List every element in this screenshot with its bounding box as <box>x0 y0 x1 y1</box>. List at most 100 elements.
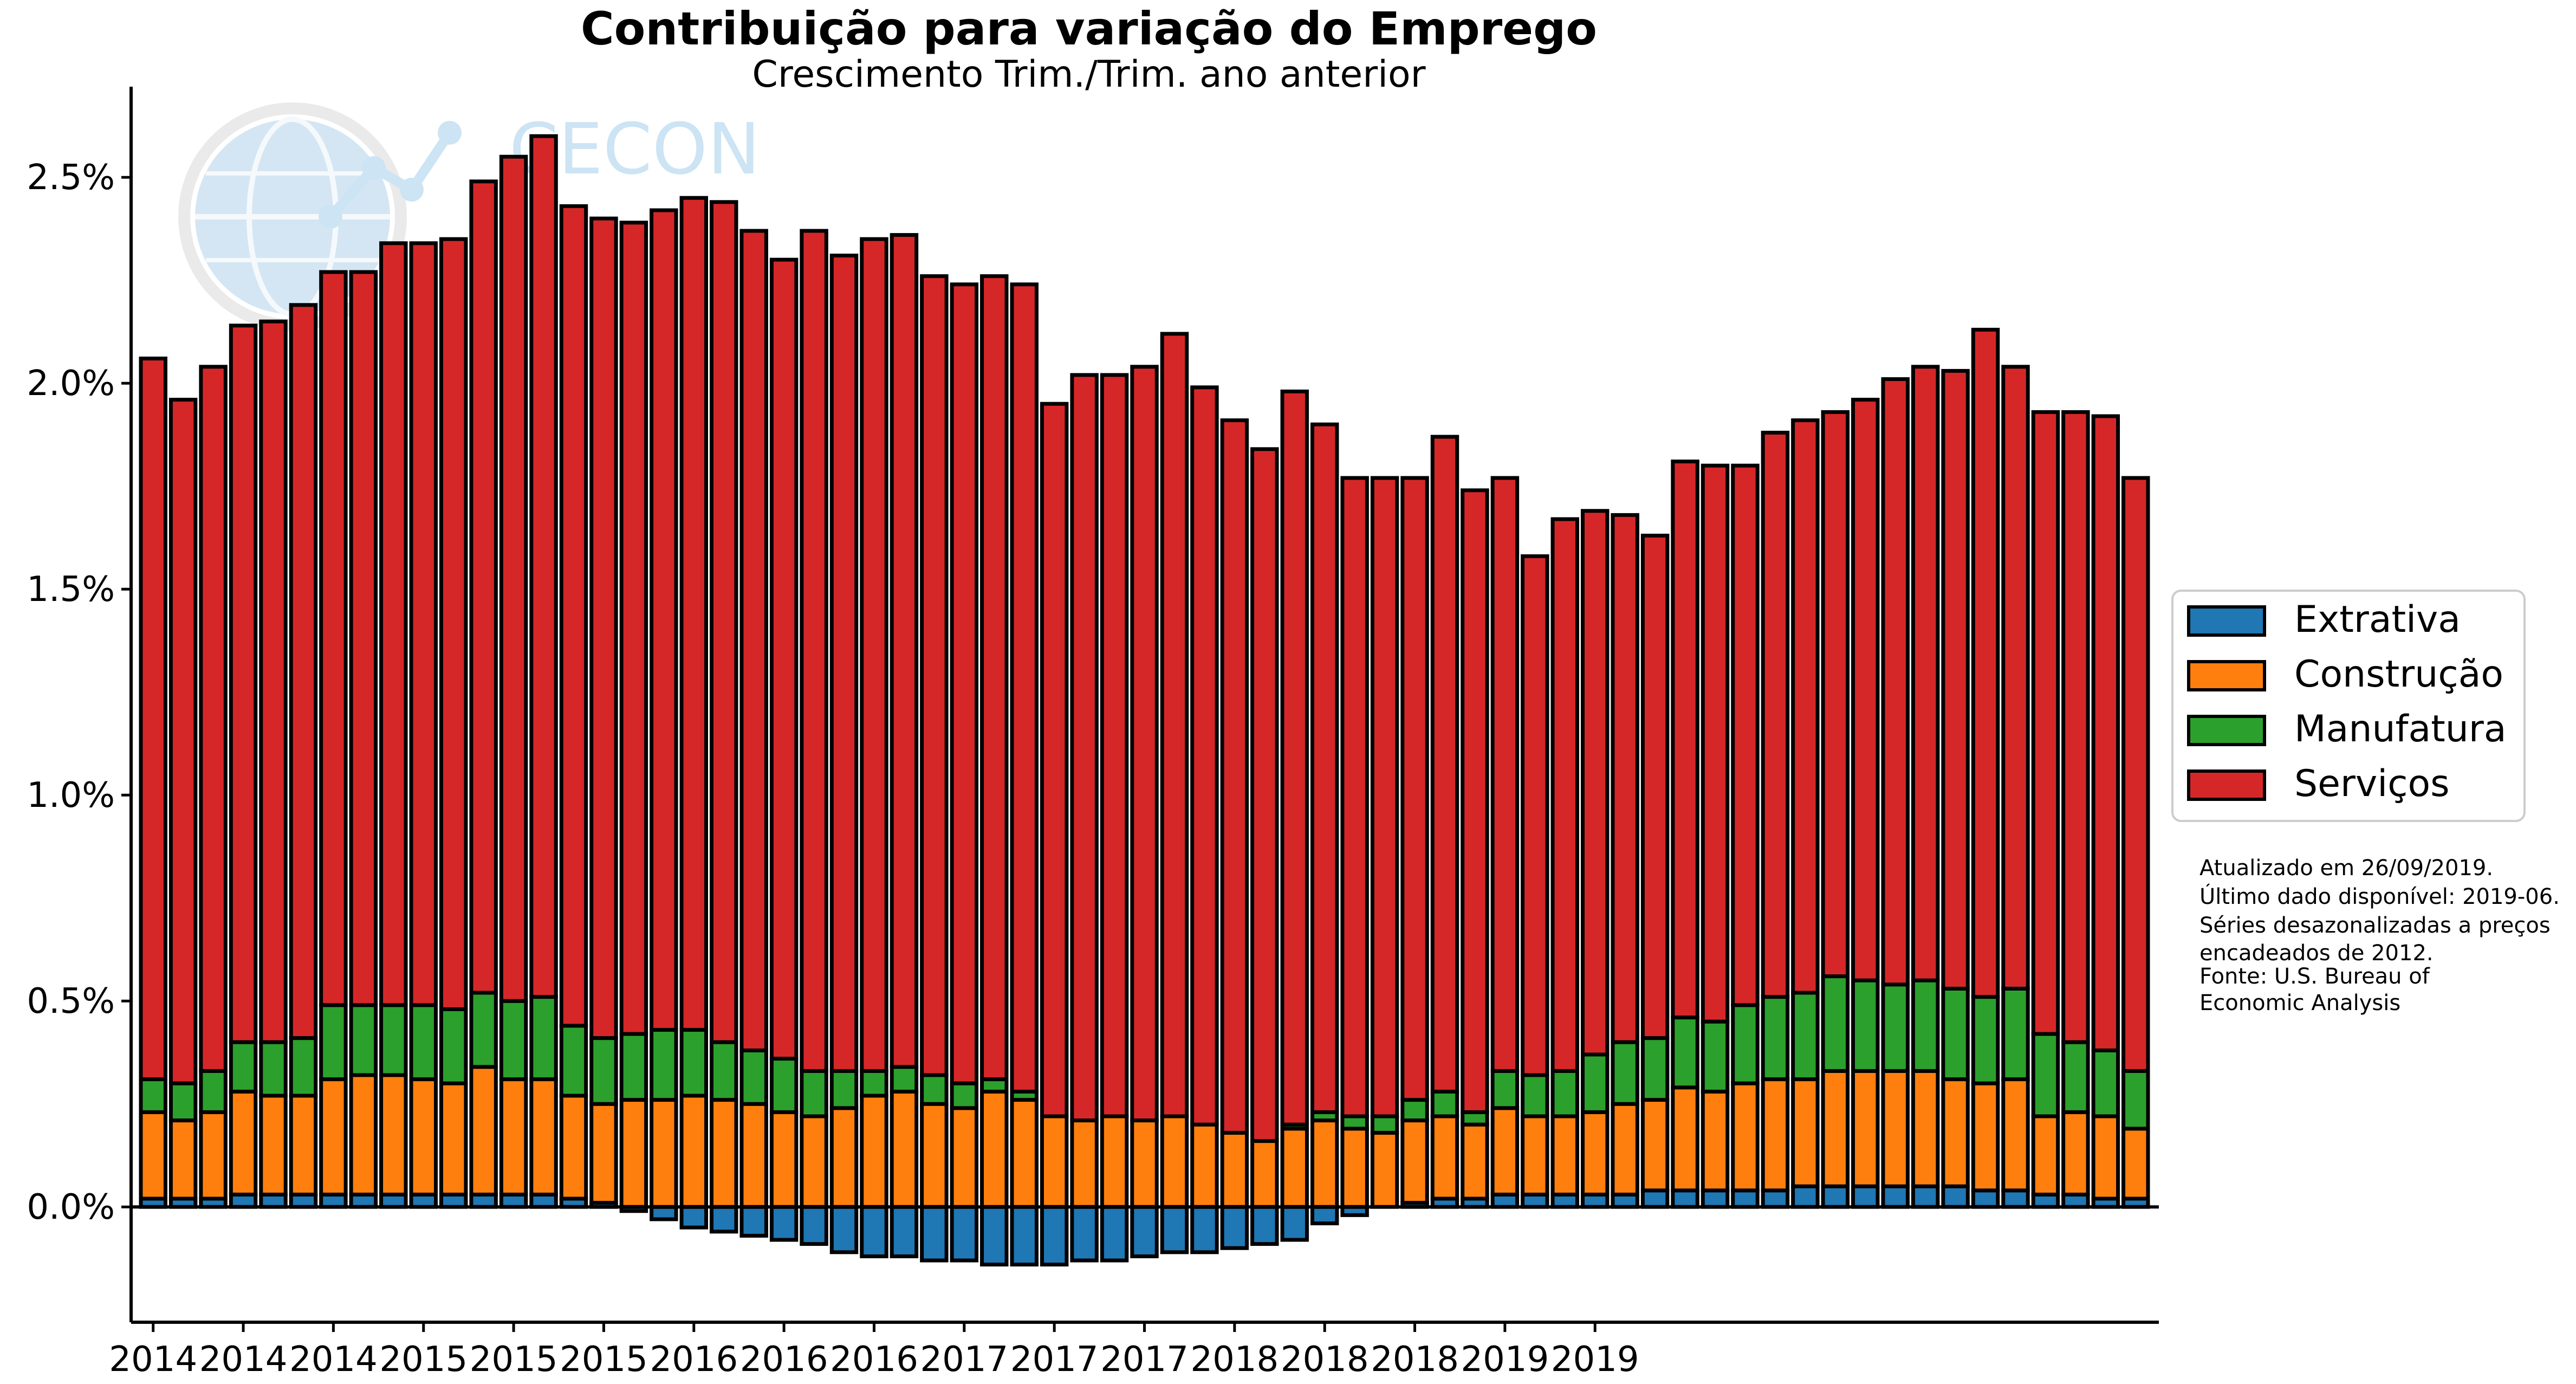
bar-construção-19 <box>711 1100 736 1207</box>
bar-extrativa-59 <box>1913 1186 1937 1207</box>
bar-serviços-24 <box>862 239 886 1071</box>
bar-serviços-11 <box>471 182 496 993</box>
bar-serviços-51 <box>1673 462 1697 1018</box>
bar-manufatura-10 <box>441 1009 465 1083</box>
bar-manufatura-57 <box>1853 980 1878 1071</box>
bar-construção-59 <box>1913 1071 1937 1186</box>
bar-serviços-52 <box>1703 465 1727 1021</box>
bar-construção-30 <box>1042 1116 1066 1207</box>
bar-serviços-42 <box>1403 478 1427 1100</box>
bar-manufatura-50 <box>1643 1038 1667 1100</box>
bar-extrativa-20 <box>742 1207 766 1236</box>
bar-serviços-6 <box>321 272 346 1005</box>
bar-construção-32 <box>1102 1116 1126 1207</box>
bar-serviços-19 <box>711 202 736 1042</box>
bar-manufatura-53 <box>1733 1005 1757 1083</box>
bar-manufatura-65 <box>2093 1050 2118 1116</box>
bar-construção-40 <box>1342 1129 1367 1207</box>
x-tick-label: 2016 <box>650 1340 738 1380</box>
bar-manufatura-48 <box>1582 1055 1607 1112</box>
x-tick-label: 2019 <box>1461 1340 1549 1380</box>
bar-construção-36 <box>1222 1133 1247 1207</box>
bar-construção-51 <box>1673 1088 1697 1191</box>
x-tick-label: 2014 <box>199 1340 288 1380</box>
bar-construção-8 <box>381 1075 406 1194</box>
bar-construção-28 <box>982 1091 1007 1207</box>
bar-serviços-9 <box>411 243 436 1005</box>
bar-serviços-49 <box>1613 515 1637 1042</box>
bar-extrativa-32 <box>1102 1207 1126 1260</box>
x-tick-label: 2017 <box>1100 1340 1189 1380</box>
bar-manufatura-19 <box>711 1042 736 1100</box>
bar-manufatura-15 <box>592 1038 616 1104</box>
bar-manufatura-21 <box>771 1059 796 1113</box>
bar-extrativa-60 <box>1943 1186 1968 1207</box>
bar-serviços-55 <box>1793 421 1818 993</box>
bar-serviços-61 <box>1973 329 1997 997</box>
bar-extrativa-51 <box>1673 1191 1697 1207</box>
bar-manufatura-1 <box>171 1083 195 1120</box>
bar-construção-35 <box>1192 1124 1217 1207</box>
bar-serviços-28 <box>982 276 1007 1079</box>
bar-manufatura-52 <box>1703 1021 1727 1091</box>
chart-title: Contribuição para variação do Emprego <box>581 2 1597 55</box>
bar-extrativa-27 <box>952 1207 976 1260</box>
x-tick-label: 2017 <box>1010 1340 1099 1380</box>
bar-construção-4 <box>261 1096 285 1194</box>
legend-label-manufatura: Manufatura <box>2294 708 2507 751</box>
bar-serviços-23 <box>832 256 856 1071</box>
bar-construção-52 <box>1703 1091 1727 1190</box>
legend-swatch-extrativa <box>2189 607 2264 635</box>
bar-manufatura-66 <box>2124 1071 2148 1128</box>
bar-serviços-36 <box>1222 421 1247 1133</box>
bar-construção-7 <box>351 1075 375 1194</box>
bar-construção-54 <box>1763 1079 1787 1191</box>
bar-construção-2 <box>201 1112 225 1199</box>
bar-serviços-22 <box>802 231 826 1071</box>
bar-serviços-8 <box>381 243 406 1005</box>
bar-construção-48 <box>1582 1112 1607 1194</box>
bar-construção-21 <box>771 1112 796 1207</box>
bar-manufatura-27 <box>952 1083 976 1108</box>
bar-extrativa-52 <box>1703 1191 1727 1207</box>
note-series-1: Séries desazonalizadas a preços <box>2199 913 2551 938</box>
bar-serviços-3 <box>231 326 255 1042</box>
bar-extrativa-53 <box>1733 1191 1757 1207</box>
bar-construção-42 <box>1403 1121 1427 1203</box>
bar-serviços-30 <box>1042 404 1066 1116</box>
x-tick-label: 2019 <box>1551 1340 1639 1380</box>
bar-serviços-65 <box>2093 416 2118 1050</box>
bar-construção-56 <box>1823 1071 1847 1186</box>
bar-construção-18 <box>682 1096 706 1207</box>
bar-extrativa-50 <box>1643 1191 1667 1207</box>
bar-manufatura-49 <box>1613 1042 1637 1104</box>
bar-manufatura-26 <box>922 1075 946 1104</box>
bar-extrativa-36 <box>1222 1207 1247 1248</box>
bar-manufatura-20 <box>742 1050 766 1104</box>
bar-serviços-27 <box>952 284 976 1083</box>
bar-serviços-44 <box>1463 490 1487 1113</box>
bar-serviços-48 <box>1582 511 1607 1055</box>
bar-manufatura-5 <box>291 1038 315 1096</box>
bar-construção-39 <box>1312 1121 1336 1207</box>
bar-serviços-64 <box>2064 412 2088 1042</box>
bar-serviços-1 <box>171 400 195 1084</box>
legend-swatch-construção <box>2189 662 2264 690</box>
note-source-2: Economic Analysis <box>2199 991 2400 1016</box>
bar-serviços-32 <box>1102 375 1126 1116</box>
bar-construção-66 <box>2124 1129 2148 1199</box>
bar-construção-3 <box>231 1091 255 1194</box>
chart-subtitle: Crescimento Trim./Trim. ano anterior <box>752 53 1425 96</box>
bar-extrativa-34 <box>1162 1207 1186 1252</box>
bar-serviços-14 <box>561 206 586 1025</box>
bar-serviços-50 <box>1643 535 1667 1038</box>
bar-extrativa-28 <box>982 1207 1007 1264</box>
bar-extrativa-54 <box>1763 1191 1787 1207</box>
note-last-data: Último dado disponível: 2019-06. <box>2199 883 2560 909</box>
bar-extrativa-24 <box>862 1207 886 1256</box>
bar-construção-20 <box>742 1104 766 1207</box>
bar-manufatura-45 <box>1493 1071 1517 1108</box>
bar-construção-6 <box>321 1079 346 1195</box>
bar-construção-53 <box>1733 1083 1757 1191</box>
